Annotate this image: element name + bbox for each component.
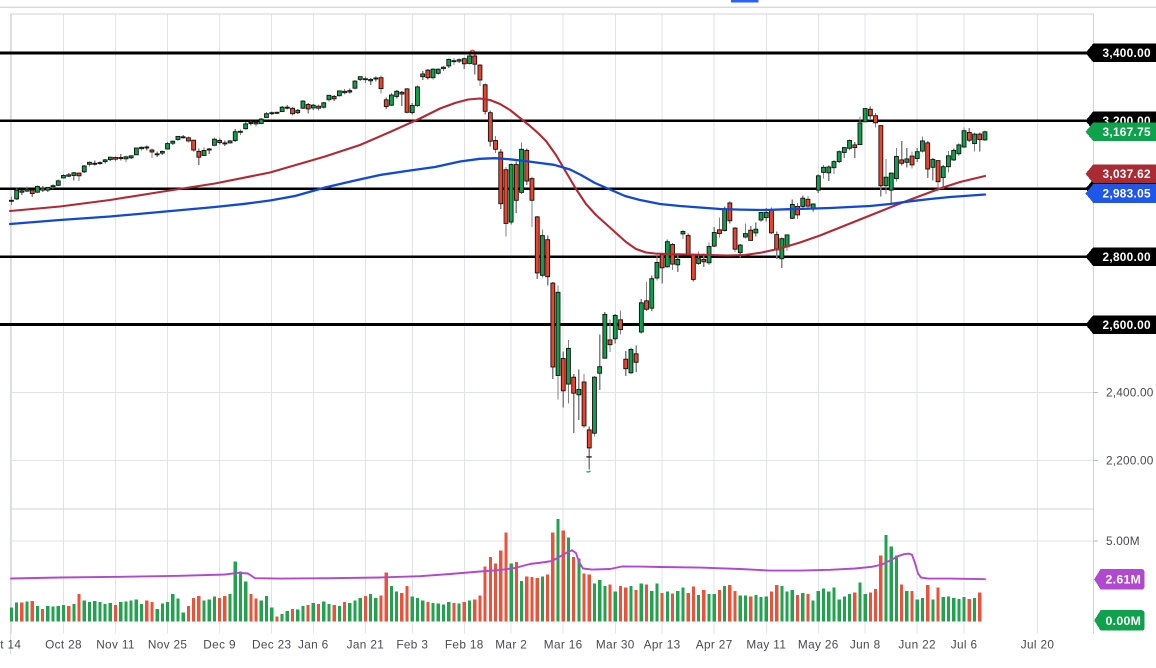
svg-text:5.00M: 5.00M bbox=[1106, 534, 1140, 548]
svg-text:May 26: May 26 bbox=[798, 638, 839, 652]
svg-text:3,037.62: 3,037.62 bbox=[1103, 167, 1151, 181]
svg-text:Jan 21: Jan 21 bbox=[347, 638, 385, 652]
svg-text:Jul 20: Jul 20 bbox=[1021, 638, 1055, 652]
svg-text:Mar 16: Mar 16 bbox=[544, 638, 583, 652]
svg-text:Nov 25: Nov 25 bbox=[148, 638, 188, 652]
svg-text:2.61M: 2.61M bbox=[1106, 573, 1142, 587]
svg-text:Dec 23: Dec 23 bbox=[252, 638, 292, 652]
svg-text:2,200.00: 2,200.00 bbox=[1106, 453, 1154, 467]
svg-text:Apr 27: Apr 27 bbox=[696, 638, 733, 652]
svg-text:May 11: May 11 bbox=[746, 638, 786, 652]
svg-text:2,600.00: 2,600.00 bbox=[1103, 318, 1151, 332]
svg-text:0.00M: 0.00M bbox=[1106, 614, 1142, 628]
svg-text:3,167.75: 3,167.75 bbox=[1103, 125, 1151, 139]
svg-text:Jul 6: Jul 6 bbox=[951, 638, 978, 652]
svg-text:Jan 6: Jan 6 bbox=[298, 638, 329, 652]
svg-text:Apr 13: Apr 13 bbox=[644, 638, 681, 652]
svg-text:Oct 28: Oct 28 bbox=[45, 638, 82, 652]
svg-text:Mar 30: Mar 30 bbox=[596, 638, 635, 652]
svg-text:Mar 2: Mar 2 bbox=[495, 638, 527, 652]
svg-text:Dec 9: Dec 9 bbox=[203, 638, 236, 652]
svg-text:2,800.00: 2,800.00 bbox=[1103, 250, 1151, 264]
svg-text:2,400.00: 2,400.00 bbox=[1106, 386, 1154, 400]
svg-text:Feb 3: Feb 3 bbox=[396, 638, 428, 652]
svg-text:Oct 14: Oct 14 bbox=[0, 638, 21, 652]
svg-text:2,983.05: 2,983.05 bbox=[1103, 187, 1151, 201]
svg-text:Nov 11: Nov 11 bbox=[96, 638, 135, 652]
svg-text:3,400.00: 3,400.00 bbox=[1103, 46, 1151, 60]
svg-text:Jun 22: Jun 22 bbox=[898, 638, 936, 652]
svg-text:Feb 18: Feb 18 bbox=[445, 638, 484, 652]
svg-text:Jun 8: Jun 8 bbox=[850, 638, 881, 652]
